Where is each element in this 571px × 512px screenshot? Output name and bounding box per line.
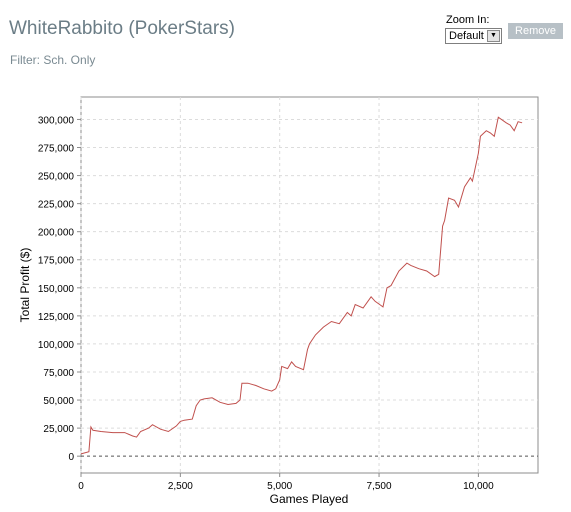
y-tick-label: 25,000 bbox=[43, 424, 74, 435]
y-tick-label: 300,000 bbox=[38, 115, 75, 126]
y-tick-label: 100,000 bbox=[38, 340, 75, 351]
triangle-down-icon[interactable]: ▼ bbox=[487, 30, 500, 42]
zoom-selected-value: Default bbox=[449, 30, 484, 42]
y-tick-label: 150,000 bbox=[38, 284, 75, 295]
axis-ticks: 0 25,000 50,000 75,000 100,000 125,000 150,000… bbox=[38, 115, 494, 492]
x-tick-label: 0 bbox=[78, 481, 84, 492]
y-axis-label: Total Profit ($) bbox=[18, 248, 32, 323]
y-tick-label: 275,000 bbox=[38, 144, 75, 155]
zoom-label: Zoom In: bbox=[446, 14, 490, 26]
y-tick-label: 175,000 bbox=[38, 256, 75, 267]
grid-lines bbox=[80, 97, 538, 473]
x-tick-label: 5,000 bbox=[267, 481, 292, 492]
filter-label: Filter: Sch. Only bbox=[10, 53, 96, 67]
page-title: WhiteRabbito (PokerStars) bbox=[9, 18, 235, 39]
x-axis-label: Games Played bbox=[270, 492, 349, 506]
x-tick-label: 10,000 bbox=[463, 481, 494, 492]
y-tick-label: 225,000 bbox=[38, 200, 75, 211]
y-tick-label: 125,000 bbox=[38, 312, 75, 323]
profit-series-line bbox=[80, 116, 523, 455]
y-tick-label: 250,000 bbox=[38, 172, 75, 183]
y-tick-label: 75,000 bbox=[43, 368, 74, 379]
x-tick-label: 2,500 bbox=[168, 481, 193, 492]
plot-area bbox=[80, 96, 539, 474]
y-tick-label: 0 bbox=[68, 452, 74, 463]
y-tick-label: 50,000 bbox=[43, 396, 74, 407]
remove-button[interactable]: Remove bbox=[508, 23, 563, 39]
y-tick-label: 200,000 bbox=[38, 228, 75, 239]
x-tick-label: 7,500 bbox=[367, 481, 392, 492]
zoom-dropdown[interactable]: Default ▼ bbox=[445, 28, 502, 44]
